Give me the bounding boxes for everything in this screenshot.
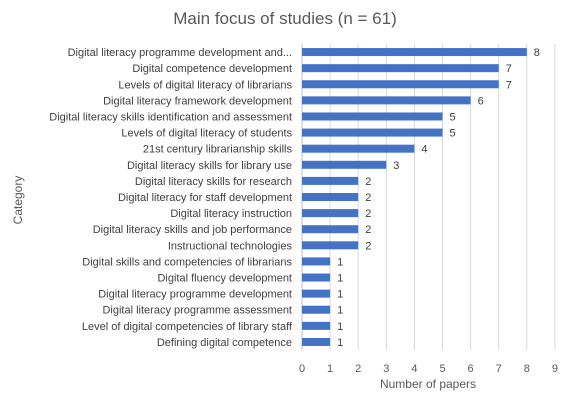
data-label: 2 bbox=[365, 224, 371, 236]
bar bbox=[302, 128, 443, 137]
data-label: 2 bbox=[365, 176, 371, 188]
x-tick-labels: 0 1 2 3 4 5 6 7 8 9 bbox=[299, 363, 558, 375]
bar bbox=[302, 257, 331, 266]
data-label: 1 bbox=[337, 256, 343, 268]
x-tick-label: 4 bbox=[411, 363, 417, 375]
category-label: Levels of digital literacy of students bbox=[121, 128, 292, 140]
bar bbox=[302, 305, 331, 314]
category-label: Digital literacy skills for research bbox=[135, 176, 292, 188]
bar bbox=[302, 64, 499, 73]
category-label: 21st century librarianship skills bbox=[143, 144, 293, 156]
bar bbox=[302, 321, 331, 330]
category-label: Digital literacy skills identification a… bbox=[49, 111, 292, 123]
bars bbox=[302, 48, 527, 346]
gridlines bbox=[301, 44, 556, 350]
data-label: 5 bbox=[450, 111, 456, 123]
x-tick-label: 6 bbox=[468, 363, 474, 375]
data-label: 7 bbox=[506, 63, 512, 75]
x-tick-label: 8 bbox=[524, 363, 530, 375]
bar bbox=[302, 112, 443, 121]
data-label: 5 bbox=[450, 128, 456, 140]
category-label: Digital skills and competencies of libra… bbox=[82, 256, 292, 268]
data-label: 6 bbox=[478, 95, 484, 107]
bar bbox=[302, 48, 527, 57]
bar bbox=[302, 80, 499, 89]
x-axis-title: Number of papers bbox=[380, 377, 476, 391]
x-tick-label: 5 bbox=[439, 363, 445, 375]
bar bbox=[302, 193, 359, 201]
data-label: 8 bbox=[534, 47, 540, 59]
category-label: Digital competence development bbox=[132, 63, 292, 75]
bar bbox=[302, 337, 331, 346]
data-label: 2 bbox=[365, 208, 371, 220]
data-label: 3 bbox=[393, 160, 399, 172]
bar bbox=[302, 241, 359, 250]
y-axis-title: Category bbox=[11, 176, 25, 225]
data-label: 1 bbox=[337, 305, 343, 317]
data-label: 1 bbox=[337, 289, 343, 301]
bar bbox=[302, 209, 359, 218]
x-tick-label: 7 bbox=[496, 363, 502, 375]
category-label: Digital literacy for staff development bbox=[118, 192, 292, 204]
data-label: 7 bbox=[506, 79, 512, 91]
category-label: Defining digital competence bbox=[157, 337, 292, 349]
data-label: 4 bbox=[421, 144, 427, 156]
bar bbox=[302, 225, 359, 234]
x-tick-label: 3 bbox=[383, 363, 389, 375]
data-label: 2 bbox=[365, 192, 371, 204]
x-tick-label: 9 bbox=[552, 363, 558, 375]
data-label: 1 bbox=[337, 321, 343, 333]
category-label: Digital literacy instruction bbox=[170, 208, 292, 220]
category-label: Instructional technologies bbox=[168, 240, 293, 252]
chart-title: Main focus of studies (n = 61) bbox=[173, 9, 396, 28]
x-tick-label: 2 bbox=[355, 363, 361, 375]
bar bbox=[302, 289, 331, 298]
bar bbox=[302, 176, 359, 185]
data-label: 1 bbox=[337, 273, 343, 285]
category-label: Level of digital competencies of library… bbox=[82, 321, 293, 333]
category-labels: Digital literacy programme development a… bbox=[49, 47, 293, 349]
category-label: Digital literacy programme development a… bbox=[68, 47, 292, 59]
category-label: Digital literacy programme assessment bbox=[102, 305, 292, 317]
category-label: Levels of digital literacy of librarians bbox=[118, 79, 292, 91]
category-label: Digital literacy skills and job performa… bbox=[93, 224, 292, 236]
category-label: Digital literacy programme development bbox=[98, 289, 292, 301]
bar bbox=[302, 144, 415, 153]
data-label: 1 bbox=[337, 337, 343, 349]
bar bbox=[302, 96, 471, 105]
data-labels: 8 7 7 6 5 5 4 3 2 2 2 2 2 1 1 1 1 1 1 bbox=[337, 47, 540, 349]
category-label: Digital fluency development bbox=[157, 273, 292, 285]
x-tick-label: 0 bbox=[299, 363, 305, 375]
category-label: Digital literacy skills for library use bbox=[127, 160, 292, 172]
bar bbox=[302, 160, 387, 169]
category-label: Digital literacy framework development bbox=[103, 95, 292, 107]
data-label: 2 bbox=[365, 240, 371, 252]
bar bbox=[302, 273, 331, 282]
x-tick-label: 1 bbox=[327, 363, 333, 375]
